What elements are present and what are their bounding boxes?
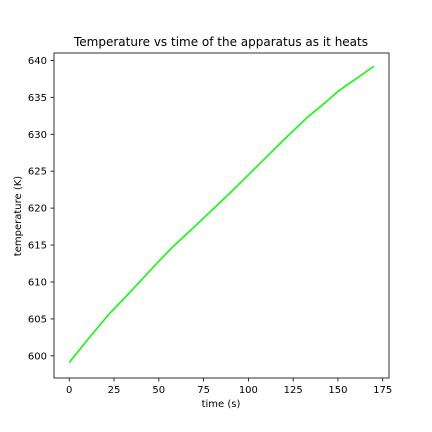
y-tick-label: 605 bbox=[28, 314, 47, 325]
y-tick-label: 625 bbox=[28, 167, 47, 178]
x-tick-label: 150 bbox=[328, 385, 347, 396]
chart-title: Temperature vs time of the apparatus as … bbox=[73, 35, 368, 49]
x-tick-label: 100 bbox=[239, 385, 258, 396]
x-axis-label: time (s) bbox=[202, 399, 241, 410]
series-line-1 bbox=[68, 65, 375, 363]
y-axis-label: temperature (K) bbox=[13, 176, 24, 256]
x-tick-label: 125 bbox=[284, 385, 303, 396]
y-tick-label: 620 bbox=[28, 204, 47, 215]
x-axis-ticks: 0 25 50 75 100 125 150 175 bbox=[66, 378, 392, 396]
y-tick-label: 615 bbox=[28, 241, 47, 252]
y-tick-label: 635 bbox=[28, 93, 47, 104]
x-tick-label: 25 bbox=[108, 385, 121, 396]
y-tick-label: 640 bbox=[28, 56, 47, 67]
x-tick-label: 50 bbox=[152, 385, 165, 396]
plot-frame bbox=[53, 52, 390, 379]
y-tick-label: 630 bbox=[28, 130, 47, 141]
x-tick-label: 0 bbox=[66, 385, 72, 396]
y-axis-ticks: 600 605 610 615 620 625 630 635 640 bbox=[28, 56, 54, 362]
x-tick-label: 75 bbox=[197, 385, 210, 396]
plot-area bbox=[53, 52, 390, 379]
y-tick-label: 600 bbox=[28, 351, 47, 362]
x-tick-label: 175 bbox=[373, 385, 392, 396]
y-tick-label: 610 bbox=[28, 277, 47, 288]
